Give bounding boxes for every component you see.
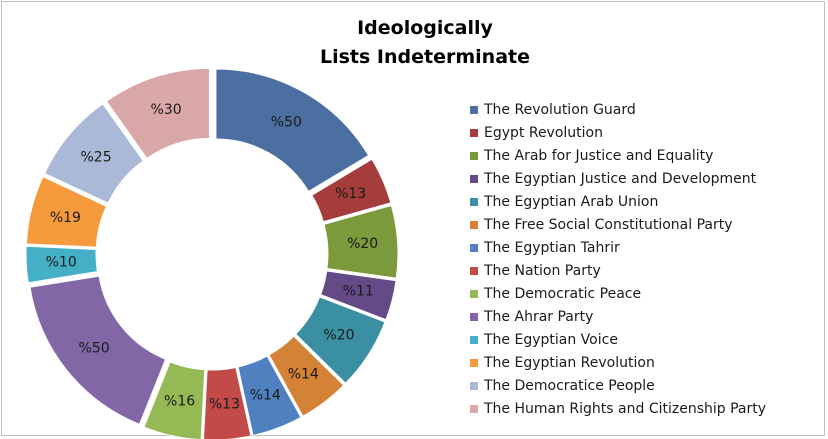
slice-data-label: %13 <box>209 396 240 412</box>
legend-swatch <box>470 174 478 183</box>
slice-data-label: %20 <box>323 328 354 344</box>
donut-slice <box>268 335 345 417</box>
legend-swatch <box>470 289 478 298</box>
slice-data-label: %14 <box>250 387 281 403</box>
slice-data-label: %25 <box>80 149 111 165</box>
legend-label: The Ahrar Party <box>484 308 594 325</box>
legend-item: The Nation Party <box>470 259 766 282</box>
donut-slice <box>311 158 392 223</box>
slice-data-label: %30 <box>151 102 182 118</box>
chart-title-line-1: Ideologically <box>357 17 493 39</box>
slice-data-label: %11 <box>343 284 374 300</box>
donut-slice <box>29 275 167 425</box>
donut-slice <box>294 296 386 384</box>
legend-swatch <box>470 335 478 344</box>
legend-label: The Nation Party <box>484 262 601 279</box>
donut-slice <box>143 361 206 439</box>
legend-label: The Revolution Guard <box>484 101 636 118</box>
slice-data-label: %20 <box>347 236 378 252</box>
legend-label: The Egyptian Revolution <box>484 354 655 371</box>
legend-label: The Human Rights and Citizenship Party <box>484 400 767 417</box>
legend-swatch <box>470 266 478 275</box>
legend-swatch <box>470 358 478 367</box>
chart-title: Ideologically Lists Indeterminate <box>270 14 580 72</box>
legend-label: The Free Social Constitutional Party <box>484 216 733 233</box>
donut-slice <box>105 67 211 160</box>
legend-label: The Egyptian Tahrir <box>484 239 620 256</box>
donut-slice <box>25 175 108 248</box>
legend-item: The Egyptian Arab Union <box>470 190 766 213</box>
legend-item: Egypt Revolution <box>470 121 766 144</box>
legend-item: The Democratic Peace <box>470 282 766 305</box>
legend-item: The Egyptian Tahrir <box>470 236 766 259</box>
legend-label: The Egyptian Justice and Development <box>484 170 757 187</box>
legend-swatch <box>470 404 478 413</box>
slice-data-label: %50 <box>79 340 110 356</box>
donut-slice <box>323 204 399 279</box>
donut-slice <box>215 68 370 193</box>
legend-item: The Egyptian Revolution <box>470 351 766 374</box>
donut-slice <box>203 366 252 439</box>
slice-data-label: %13 <box>335 186 366 202</box>
legend-item: The Arab for Justice and Equality <box>470 144 766 167</box>
slice-data-label: %16 <box>164 393 195 409</box>
slice-data-label: %50 <box>271 115 302 131</box>
legend-swatch <box>470 220 478 229</box>
legend-swatch <box>470 197 478 206</box>
legend-item: The Free Social Constitutional Party <box>470 213 766 236</box>
slice-data-label: %10 <box>46 255 77 271</box>
legend-item: The Ahrar Party <box>470 305 766 328</box>
legend-label: The Egyptian Voice <box>484 331 618 348</box>
legend-item: The Democratice People <box>470 374 766 397</box>
legend-label: Egypt Revolution <box>484 124 603 141</box>
donut-slice <box>43 103 144 204</box>
legend-swatch <box>470 381 478 390</box>
legend-label: The Democratic Peace <box>484 285 642 302</box>
legend-item: The Revolution Guard <box>470 98 766 121</box>
donut-slice <box>237 355 302 436</box>
slice-data-label: %14 <box>288 366 319 382</box>
legend-item: The Egyptian Justice and Development <box>470 167 766 190</box>
legend-swatch <box>470 105 478 114</box>
legend-label: The Democratice People <box>484 377 655 394</box>
legend-item: The Human Rights and Citizenship Party <box>470 397 766 420</box>
slice-data-label: %19 <box>50 210 81 226</box>
legend-item: The Egyptian Voice <box>470 328 766 351</box>
legend-swatch <box>470 128 478 137</box>
chart-title-line-2: Lists Indeterminate <box>320 46 530 68</box>
legend: The Revolution Guard Egypt Revolution The … <box>470 98 766 420</box>
donut-slice <box>319 270 397 321</box>
legend-swatch <box>470 312 478 321</box>
legend-swatch <box>470 151 478 160</box>
legend-label: The Arab for Justice and Equality <box>484 147 714 164</box>
donut-slice <box>25 245 98 284</box>
legend-label: The Egyptian Arab Union <box>484 193 659 210</box>
legend-swatch <box>470 243 478 252</box>
